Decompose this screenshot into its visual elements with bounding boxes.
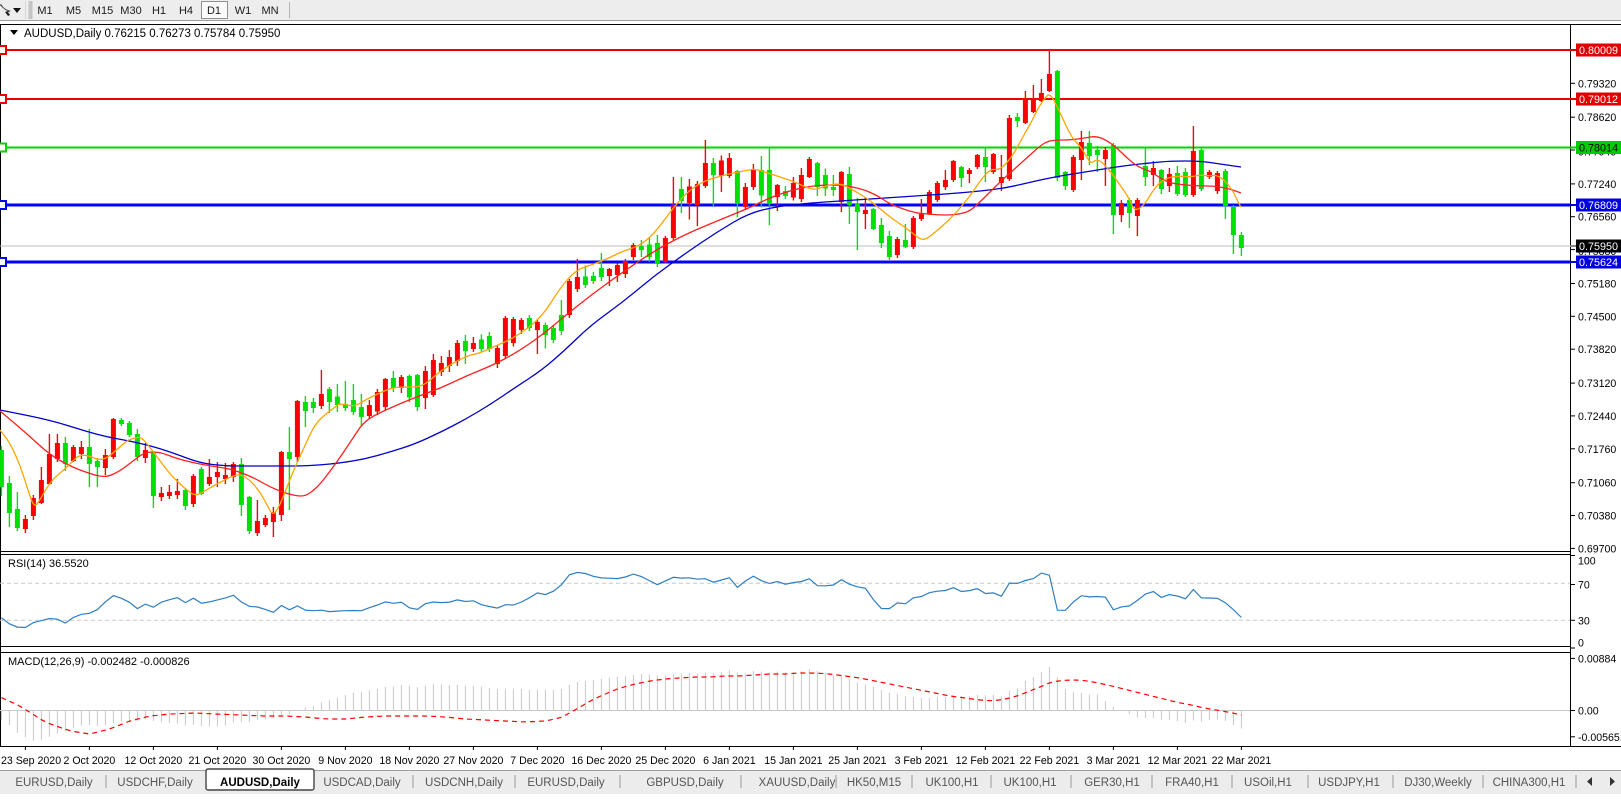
svg-text:UK100,H1: UK100,H1 <box>1003 777 1056 789</box>
svg-text:0.71060: 0.71060 <box>1578 478 1616 490</box>
svg-text:0.71760: 0.71760 <box>1578 444 1616 456</box>
svg-text:USOil,H1: USOil,H1 <box>1244 777 1292 789</box>
svg-text:W1: W1 <box>235 5 252 17</box>
svg-text:0.75180: 0.75180 <box>1578 279 1616 291</box>
svg-text:GER30,H1: GER30,H1 <box>1084 777 1140 789</box>
svg-text:0.00: 0.00 <box>1578 706 1599 718</box>
svg-text:0.78014: 0.78014 <box>1579 143 1618 155</box>
svg-text:30: 30 <box>1578 615 1590 627</box>
svg-text:3 Feb 2021: 3 Feb 2021 <box>895 755 949 767</box>
svg-text:RSI(14) 36.5520: RSI(14) 36.5520 <box>8 558 89 570</box>
svg-text:3 Mar 2021: 3 Mar 2021 <box>1087 755 1141 767</box>
svg-text:12 Feb 2021: 12 Feb 2021 <box>956 755 1016 767</box>
svg-text:0.00884: 0.00884 <box>1578 653 1616 665</box>
svg-text:7 Dec 2020: 7 Dec 2020 <box>510 755 564 767</box>
svg-text:USDCNH,Daily: USDCNH,Daily <box>425 777 503 789</box>
svg-text:USDCHF,Daily: USDCHF,Daily <box>117 777 193 789</box>
svg-text:GBPUSD,Daily: GBPUSD,Daily <box>646 777 724 789</box>
svg-text:0.75950: 0.75950 <box>1579 241 1618 253</box>
svg-text:9 Nov 2020: 9 Nov 2020 <box>318 755 372 767</box>
svg-text:M5: M5 <box>66 5 81 17</box>
svg-text:30 Oct 2020: 30 Oct 2020 <box>253 755 311 767</box>
svg-text:M1: M1 <box>37 5 52 17</box>
svg-text:0.77240: 0.77240 <box>1578 179 1616 191</box>
svg-text:22 Feb 2021: 22 Feb 2021 <box>1020 755 1080 767</box>
svg-text:0: 0 <box>1578 638 1584 650</box>
svg-text:UK100,H1: UK100,H1 <box>925 777 978 789</box>
svg-text:XAUUSD,Daily: XAUUSD,Daily <box>759 777 836 789</box>
svg-text:0.78620: 0.78620 <box>1578 112 1616 124</box>
svg-text:0.79012: 0.79012 <box>1579 94 1618 106</box>
svg-text:15 Jan 2021: 15 Jan 2021 <box>764 755 822 767</box>
svg-text:0.76809: 0.76809 <box>1579 200 1618 212</box>
svg-text:12 Oct 2020: 12 Oct 2020 <box>125 755 183 767</box>
svg-text:0.79320: 0.79320 <box>1578 78 1616 90</box>
svg-text:USDCAD,Daily: USDCAD,Daily <box>323 777 401 789</box>
svg-text:0.73120: 0.73120 <box>1578 378 1616 390</box>
svg-text:MACD(12,26,9) -0.002482 -0.000: MACD(12,26,9) -0.002482 -0.000826 <box>8 656 190 668</box>
svg-text:16 Dec 2020: 16 Dec 2020 <box>571 755 631 767</box>
svg-text:6 Jan 2021: 6 Jan 2021 <box>703 755 756 767</box>
svg-text:HK50,M15: HK50,M15 <box>847 777 901 789</box>
svg-text:EURUSD,Daily: EURUSD,Daily <box>15 777 93 789</box>
svg-text:CHINA300,H1: CHINA300,H1 <box>1493 777 1566 789</box>
svg-text:AUDUSD,Daily 0.76215 0.76273: AUDUSD,Daily 0.76215 0.76273 0.75784 0.7… <box>24 28 280 40</box>
svg-text:25 Jan 2021: 25 Jan 2021 <box>828 755 886 767</box>
svg-text:DJ30,Weekly: DJ30,Weekly <box>1404 777 1472 789</box>
svg-text:MN: MN <box>261 5 278 17</box>
svg-text:0.75624: 0.75624 <box>1579 257 1618 269</box>
svg-text:0.80009: 0.80009 <box>1579 45 1618 57</box>
svg-text:H1: H1 <box>152 5 166 17</box>
svg-text:0.76560: 0.76560 <box>1578 212 1616 224</box>
svg-text:0.74500: 0.74500 <box>1578 311 1616 323</box>
svg-text:0.72440: 0.72440 <box>1578 411 1616 423</box>
svg-text:0.73820: 0.73820 <box>1578 344 1616 356</box>
svg-text:18 Nov 2020: 18 Nov 2020 <box>379 755 439 767</box>
svg-text:D1: D1 <box>207 5 221 17</box>
svg-text:23 Sep 2020: 23 Sep 2020 <box>1 755 61 767</box>
svg-text:-0.005651: -0.005651 <box>1578 732 1621 744</box>
svg-text:H4: H4 <box>179 5 193 17</box>
svg-text:USDJPY,H1: USDJPY,H1 <box>1318 777 1380 789</box>
svg-text:100: 100 <box>1578 556 1596 568</box>
svg-text:EURUSD,Daily: EURUSD,Daily <box>527 777 605 789</box>
svg-text:25 Dec 2020: 25 Dec 2020 <box>635 755 695 767</box>
svg-text:0.69700: 0.69700 <box>1578 543 1616 555</box>
svg-text:M15: M15 <box>92 5 113 17</box>
svg-text:70: 70 <box>1578 580 1590 592</box>
svg-text:AUDUSD,Daily: AUDUSD,Daily <box>220 777 300 789</box>
svg-text:0.70380: 0.70380 <box>1578 511 1616 523</box>
svg-text:M30: M30 <box>120 5 141 17</box>
svg-text:27 Nov 2020: 27 Nov 2020 <box>443 755 503 767</box>
svg-text:12 Mar 2021: 12 Mar 2021 <box>1148 755 1208 767</box>
svg-text:22 Mar 2021: 22 Mar 2021 <box>1212 755 1272 767</box>
svg-text:21 Oct 2020: 21 Oct 2020 <box>189 755 247 767</box>
svg-text:2 Oct 2020: 2 Oct 2020 <box>63 755 115 767</box>
svg-text:FRA40,H1: FRA40,H1 <box>1165 777 1219 789</box>
